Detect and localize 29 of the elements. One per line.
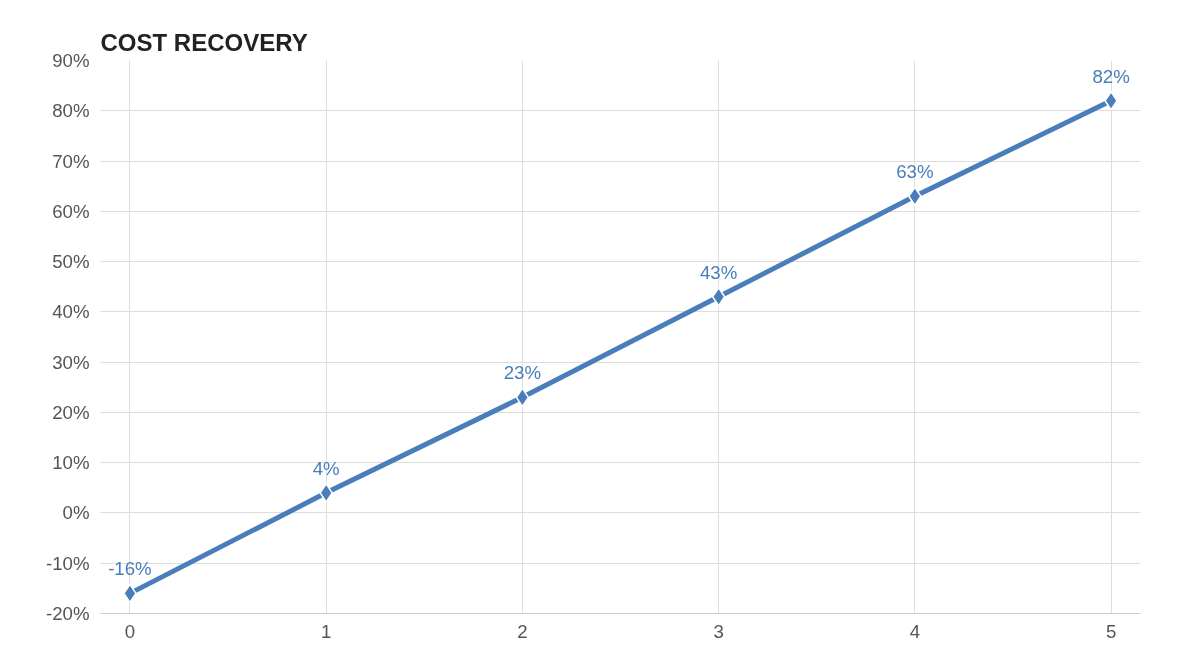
data-label: 4% <box>312 457 340 479</box>
y-tick-label: 10% <box>52 452 90 474</box>
point <box>908 186 922 206</box>
x-tick-label: 2 <box>517 620 528 642</box>
x-tick-label: 5 <box>1105 620 1117 642</box>
chart-title: COST RECOVERY <box>100 28 308 56</box>
y-tick-label: 40% <box>52 301 90 323</box>
y-tick-label: 50% <box>52 251 90 273</box>
y-tick-label: 80% <box>52 100 90 122</box>
point <box>711 287 726 307</box>
data-label: 63% <box>896 161 934 183</box>
x-tick-label: 1 <box>320 620 332 642</box>
data-label: 23% <box>503 362 542 384</box>
y-tick-label: -20% <box>45 603 90 624</box>
point <box>515 387 530 408</box>
y-tick-label: 70% <box>52 150 90 172</box>
y-tick-label: 60% <box>52 200 90 222</box>
x-tick-label: 0 <box>124 620 136 642</box>
data-label: 43% <box>699 261 738 283</box>
data-label: 82% <box>1092 65 1130 87</box>
y-tick-label: 90% <box>52 50 90 71</box>
point <box>319 483 333 503</box>
y-tick-label: -10% <box>45 552 90 574</box>
x-tick-label: 3 <box>713 620 724 642</box>
x-tick-label: 4 <box>909 620 921 642</box>
y-tick-label: 30% <box>52 351 90 373</box>
y-tick-label: 0% <box>62 502 90 524</box>
y-tick-label: 20% <box>52 401 90 423</box>
data-label: -16% <box>108 558 152 580</box>
